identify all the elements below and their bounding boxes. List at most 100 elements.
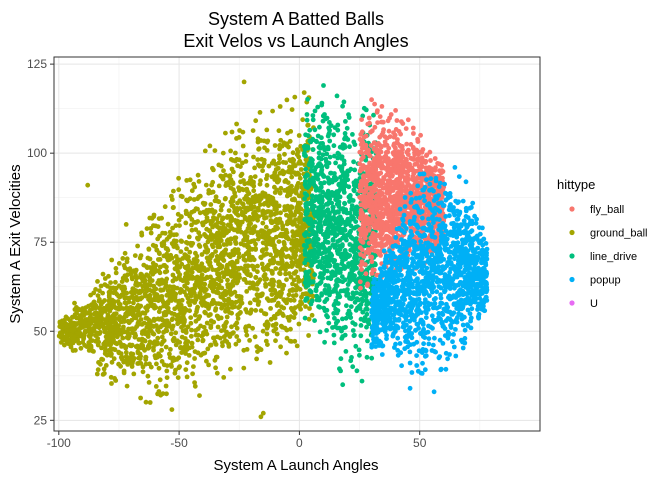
data-point: [333, 194, 339, 200]
data-point: [148, 328, 154, 334]
data-point: [227, 178, 233, 184]
data-point: [345, 137, 351, 142]
data-point: [331, 340, 337, 346]
data-point: [109, 359, 115, 365]
data-point: [202, 242, 208, 248]
data-point: [328, 123, 334, 128]
data-point: [183, 220, 189, 226]
data-point: [122, 265, 128, 271]
data-point: [358, 132, 364, 137]
data-point: [174, 357, 180, 362]
data-point: [177, 264, 183, 270]
data-point: [242, 216, 248, 222]
data-point: [208, 234, 214, 240]
data-point: [350, 328, 356, 333]
data-point: [280, 265, 286, 271]
data-point: [363, 231, 369, 237]
data-point: [271, 297, 277, 303]
data-point: [290, 156, 296, 162]
data-point: [304, 272, 309, 277]
data-point: [262, 234, 267, 240]
data-point: [90, 338, 95, 343]
data-point: [233, 250, 239, 255]
data-point: [296, 172, 302, 177]
data-point: [362, 145, 367, 151]
data-point: [197, 393, 202, 398]
data-point: [357, 352, 362, 358]
data-point: [255, 263, 260, 269]
data-point: [391, 201, 397, 206]
data-point: [94, 371, 100, 377]
data-point: [250, 255, 255, 260]
data-point: [301, 90, 307, 95]
data-point: [361, 105, 367, 111]
data-point: [210, 282, 216, 288]
data-point: [214, 254, 220, 259]
data-point: [175, 257, 181, 262]
data-point: [228, 366, 233, 372]
data-point: [378, 170, 384, 176]
data-point: [239, 209, 245, 215]
data-point: [363, 150, 369, 156]
data-point: [316, 248, 322, 254]
data-point: [82, 342, 88, 348]
data-point: [288, 210, 294, 216]
data-point: [157, 233, 162, 239]
data-point: [317, 161, 322, 166]
data-point: [171, 205, 176, 210]
data-point: [152, 353, 158, 359]
data-point: [258, 414, 264, 420]
data-point: [259, 292, 264, 298]
data-point: [348, 304, 354, 309]
data-point: [194, 279, 199, 285]
data-point: [212, 148, 218, 154]
data-point: [370, 267, 376, 273]
data-point: [251, 264, 256, 270]
data-point: [171, 289, 176, 295]
data-point: [140, 369, 146, 375]
data-point: [262, 311, 267, 316]
data-point: [100, 357, 106, 362]
data-point: [187, 302, 193, 308]
data-point: [269, 287, 275, 293]
data-point: [290, 307, 295, 313]
data-point: [231, 227, 237, 233]
data-point: [207, 143, 213, 149]
data-point: [97, 288, 102, 294]
data-point: [310, 175, 316, 181]
data-point: [85, 182, 91, 188]
data-point: [304, 117, 310, 123]
data-point: [267, 229, 273, 235]
data-point: [365, 121, 371, 127]
data-point: [230, 198, 236, 204]
data-point: [179, 239, 185, 244]
data-point: [192, 312, 198, 318]
data-point: [101, 366, 107, 372]
data-point: [238, 265, 244, 271]
data-point: [123, 345, 129, 351]
data-point: [372, 101, 377, 107]
data-point: [221, 334, 227, 340]
data-point: [263, 338, 269, 344]
data-point: [192, 383, 198, 389]
data-point: [307, 232, 313, 238]
data-point: [259, 261, 265, 267]
data-point: [276, 239, 282, 245]
data-point: [340, 316, 345, 322]
data-point: [309, 193, 315, 199]
data-point: [145, 373, 151, 379]
data-point: [146, 247, 152, 252]
data-point: [339, 261, 345, 267]
data-point: [244, 309, 250, 315]
data-point: [317, 329, 323, 335]
data-point: [138, 395, 144, 401]
data-point: [175, 245, 180, 251]
data-point: [224, 329, 229, 335]
data-point: [325, 226, 331, 232]
data-point: [266, 298, 272, 303]
data-point: [185, 269, 191, 274]
data-point: [191, 364, 196, 369]
data-point: [175, 375, 181, 380]
data-point: [202, 148, 208, 154]
data-point: [234, 334, 240, 339]
